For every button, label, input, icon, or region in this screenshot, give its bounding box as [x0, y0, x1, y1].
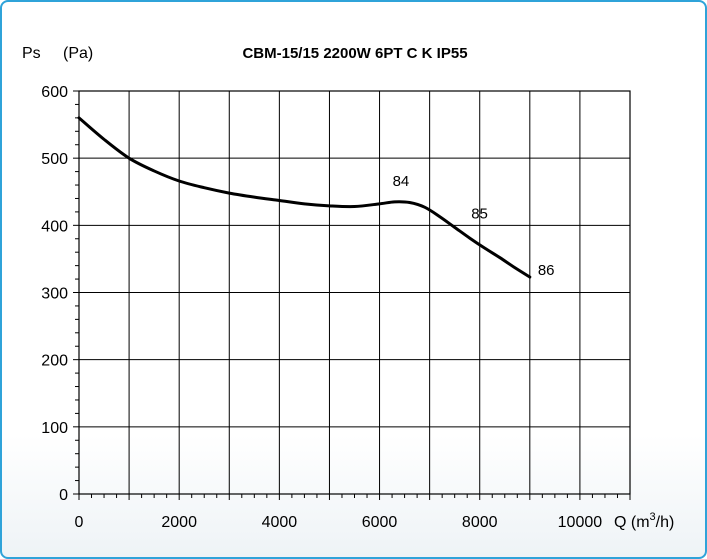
x-axis-label-suffix: /h) — [656, 514, 675, 531]
x-tick-label: 2000 — [161, 514, 197, 531]
grid — [79, 91, 630, 494]
x-tick-label: 10000 — [558, 514, 603, 531]
y-tick-label: 400 — [41, 218, 68, 235]
x-tick-label: 4000 — [262, 514, 298, 531]
curve-annotation: 84 — [393, 173, 410, 190]
y-tick-label: 500 — [41, 151, 68, 168]
y-tick-label: 200 — [41, 353, 68, 370]
series-line — [77, 116, 532, 279]
x-axis-label: Q (m3/h) — [614, 511, 674, 531]
curve-annotations: 84 85 86 — [393, 173, 555, 279]
y-axis-unit: (Pa) — [63, 45, 93, 62]
curve-annotation: 86 — [538, 262, 555, 279]
y-tick-label: 100 — [41, 420, 68, 437]
minor-ticks — [73, 90, 631, 500]
y-axis-symbol: Ps — [22, 45, 41, 62]
chart-title: CBM-15/15 2200W 6PT C K IP55 — [242, 45, 467, 62]
x-axis-label-prefix: Q (m — [614, 514, 650, 531]
x-tick-label: 0 — [75, 514, 84, 531]
x-tick-label: 8000 — [462, 514, 498, 531]
x-tick-labels: 0 2000 4000 6000 8000 10000 — [75, 514, 603, 531]
x-tick-label: 6000 — [362, 514, 398, 531]
curve-annotation: 85 — [471, 206, 488, 223]
y-tick-labels: 0 100 200 300 400 500 600 — [41, 84, 68, 504]
y-tick-label: 600 — [41, 84, 68, 101]
x-axis-label-superscript: 3 — [650, 511, 656, 523]
y-tick-label: 300 — [41, 286, 68, 303]
y-tick-label: 0 — [59, 487, 68, 504]
